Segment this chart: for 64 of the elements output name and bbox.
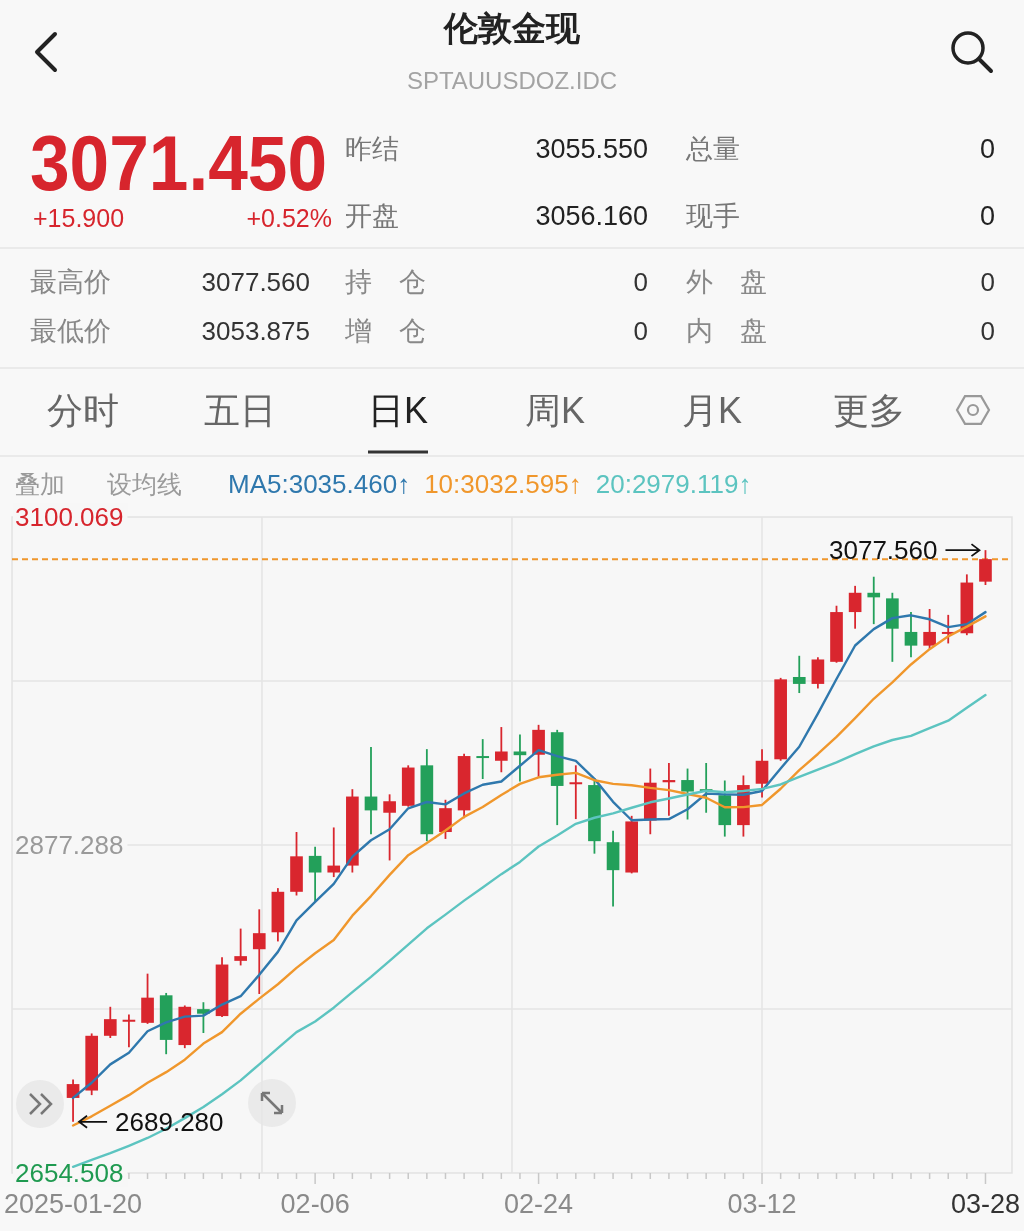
text: 最高价 [30,267,111,297]
x-tick-label: 02-06 [280,1189,350,1219]
text: 3077.560 [201,267,310,297]
candlestick [383,793,396,862]
text: 0 [979,134,995,164]
y-tick-label: 3100.069 [15,502,124,532]
x-tick-label: 2025-01-20 [4,1189,143,1219]
candlestick [495,726,508,774]
text: 0 [980,267,995,297]
text: MA5:3035.460↑ [228,469,411,499]
text: 五日 [204,390,276,431]
text: 月K [681,390,743,431]
text: 内 盘 [686,316,767,346]
text: 设均线 [107,470,182,498]
candlestick [476,738,490,780]
x-tick-label: 03-12 [727,1189,797,1219]
annotation: 3077.560 [829,535,938,566]
candlestick [197,1001,210,1034]
text: 周K [524,390,586,431]
text: 0 [979,201,995,231]
text: 开盘 [345,201,399,231]
candlestick [569,764,583,820]
text: 0 [633,267,648,297]
candlestick [308,845,322,903]
text: 总量 [685,134,740,164]
candlestick [122,1013,136,1049]
candlestick [252,908,266,995]
candlestick [904,611,918,659]
text: +15.900 [33,204,125,232]
text: 3055.550 [535,134,648,164]
text: +0.52% [246,204,332,232]
text: 3056.160 [535,201,648,231]
text: 最低价 [30,316,111,346]
candlestick [979,549,992,586]
candlestick [867,575,881,626]
text: 外 盘 [686,267,767,297]
candlestick [439,798,452,840]
candlestick [103,1005,117,1039]
x-tick-label: 02-24 [504,1189,574,1219]
text: 现手 [686,201,740,231]
text: 叠加 [15,470,65,498]
text: 10:3032.595↑ [424,469,582,499]
candlestick [755,748,769,799]
y-tick-label: 2654.508 [15,1158,124,1188]
text: 更多 [833,390,905,431]
candlestick [234,927,247,967]
text: 0 [633,316,648,346]
text: 3053.875 [201,316,310,346]
text: 日K [367,390,429,431]
text: 增 仓 [344,316,426,346]
candlestick [792,654,806,694]
text: 持 仓 [345,267,426,297]
candlestick [848,584,862,630]
y-tick-label: 2877.288 [15,830,124,860]
text: SPTAUUSDOZ.IDC [406,67,618,94]
candlestick [923,608,936,650]
candlestick [513,733,527,783]
text: 0 [980,316,995,346]
text: 分时 [47,390,119,431]
text: 20:2979.119↑ [595,469,752,499]
text: 伦敦金现 [443,9,581,47]
candlestick [327,826,341,878]
x-tick-label: 03-28 [950,1189,1020,1219]
candlestick [681,767,694,821]
